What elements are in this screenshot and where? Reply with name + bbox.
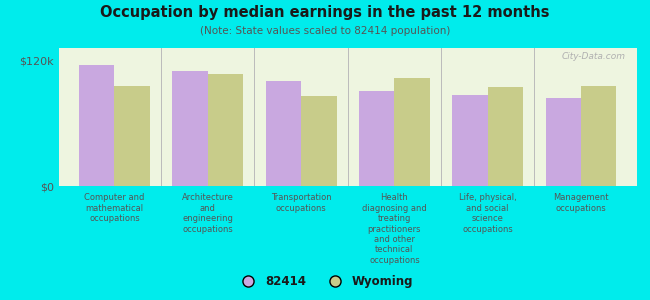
Text: (Note: State values scaled to 82414 population): (Note: State values scaled to 82414 popu…: [200, 26, 450, 35]
Text: Transportation
occupations: Transportation occupations: [271, 194, 332, 213]
Bar: [395, 78, 430, 186]
Bar: [452, 95, 488, 186]
Bar: [545, 98, 581, 186]
Bar: [79, 65, 114, 186]
Bar: [359, 91, 395, 186]
Text: Computer and
mathematical
occupations: Computer and mathematical occupations: [84, 194, 145, 223]
Bar: [266, 82, 301, 186]
Bar: [581, 85, 616, 186]
Text: Occupation by median earnings in the past 12 months: Occupation by median earnings in the pas…: [100, 4, 550, 20]
Legend: 82414, Wyoming: 82414, Wyoming: [232, 270, 418, 292]
Bar: [301, 96, 337, 186]
Bar: [114, 85, 150, 186]
Text: City-Data.com: City-Data.com: [562, 52, 625, 61]
Bar: [172, 71, 208, 186]
Text: Architecture
and
engineering
occupations: Architecture and engineering occupations: [182, 194, 234, 234]
Bar: [488, 87, 523, 186]
Bar: [208, 74, 243, 186]
Text: Management
occupations: Management occupations: [553, 194, 609, 213]
Text: Life, physical,
and social
science
occupations: Life, physical, and social science occup…: [459, 194, 517, 234]
Text: Health
diagnosing and
treating
practitioners
and other
technical
occupations: Health diagnosing and treating practitio…: [362, 194, 427, 265]
